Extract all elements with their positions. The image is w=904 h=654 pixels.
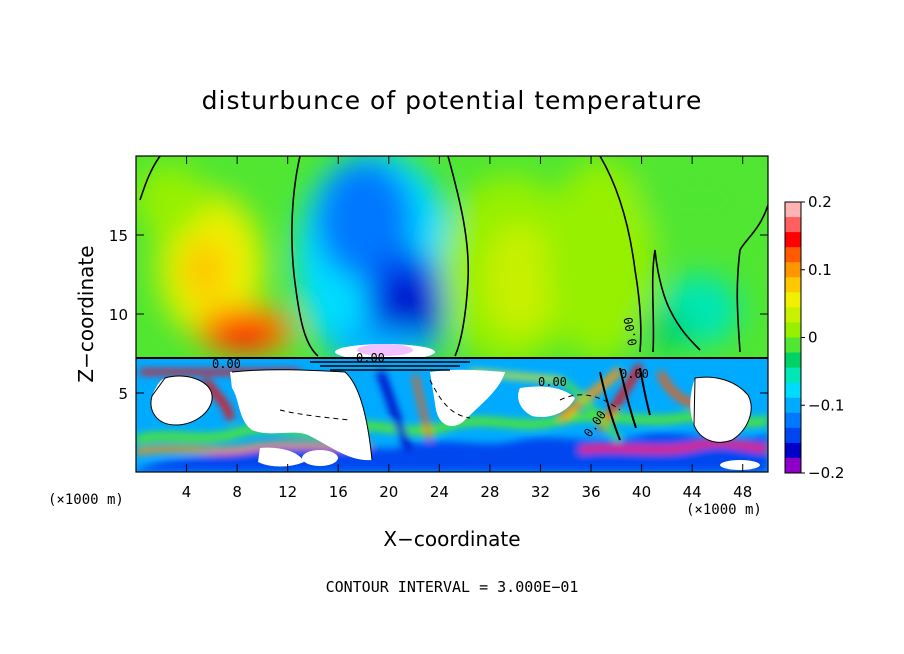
contour-interval-note: CONTOUR INTERVAL = 3.000E−01 [325,578,579,596]
colorbar-tick-label: −0.2 [808,464,844,482]
colorbar-tick-label: −0.1 [808,396,844,414]
contour-lines-lower [150,361,752,461]
colorbar-swatch [785,262,801,278]
colorbar-swatch [785,292,801,308]
x-unit-right: (×1000 m) [686,502,762,518]
colorbar-swatch [785,277,801,293]
x-tick-label: 24 [430,483,449,501]
contour-label: 0.00 [620,367,649,381]
colorbar-ticks: 0.2 0.1 0 −0.1 −0.2 [801,193,844,482]
x-tick-label: 48 [733,483,752,501]
y-axis-label: Z−coordinate [74,245,98,383]
colorbar-swatch [785,322,801,338]
colorbar-swatch [785,382,801,399]
x-tick-label: 16 [329,483,348,501]
x-unit-left: (×1000 m) [48,492,124,508]
contour-lines [136,156,768,359]
plot-area [136,156,768,472]
colorbar-swatch [785,397,801,414]
upper-field [136,156,768,370]
x-axis-ticks: 4 8 12 16 20 24 28 32 36 40 44 48 [182,156,752,501]
x-tick-label: 28 [480,483,499,501]
chart-title: disturbunce of potential temperature [201,86,703,115]
y-tick-label: 5 [118,385,128,403]
x-tick-label: 40 [632,483,651,501]
colorbar-tick-label: 0 [808,329,818,347]
x-tick-label: 32 [531,483,550,501]
colorbar-tick-label: 0.2 [808,193,832,211]
colorbar-swatch [785,352,801,369]
contour-label: 0.00 [356,351,385,365]
colorbar-swatch [785,337,801,354]
lower-field [136,358,768,472]
x-tick-label: 44 [683,483,702,501]
contour-label: 0.00 [212,357,241,371]
x-tick-label: 8 [232,483,242,501]
colorbar-swatch [785,202,801,218]
x-tick-label: 4 [182,483,192,501]
x-tick-label: 20 [379,483,398,501]
y-axis-ticks: 5 10 15 [109,227,768,403]
colorbar-tick-label: 0.1 [808,261,832,279]
colorbar-swatch [785,307,801,323]
colorbar-swatch [785,247,801,263]
colorbar-swatch [785,217,801,233]
x-tick-label: 36 [581,483,600,501]
contour-label: 0.00 [538,375,567,389]
colorbar-swatch [785,412,801,429]
colorbar-swatch [785,442,801,459]
colorbar [784,201,802,474]
colorbar-swatch [785,367,801,384]
colorbar-swatch [785,457,801,474]
x-tick-label: 12 [278,483,297,501]
y-tick-label: 10 [109,306,128,324]
y-tick-label: 15 [109,227,128,245]
contour-label: 0.00 [621,316,640,347]
colorbar-swatch [785,427,801,444]
colorbar-swatch [785,232,801,248]
x-axis-label: X−coordinate [383,527,521,551]
